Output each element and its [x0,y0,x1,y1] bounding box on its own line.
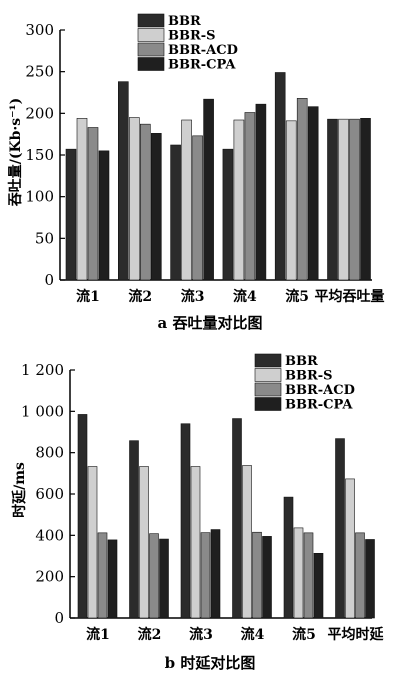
y-tick-label: 150 [25,146,54,164]
y-tick-label: 1 000 [21,402,64,420]
legend-swatch [137,42,165,57]
chart-caption: a 吞吐量对比图 [158,314,263,332]
bar-bbr [180,423,191,619]
bar-bbr [77,414,88,619]
bar-bbr [65,148,77,281]
bar-bbr-cpa [307,106,319,281]
throughput-chart: 吞吐量/(Kb·s⁻¹) a 吞吐量对比图 0 50 100 150 200 250 300… [8,13,385,332]
bar-bbr-cpa [159,538,169,619]
bar-bbr-s [345,478,355,619]
y-tick-label: 800 [35,444,64,462]
bar-bbr [232,418,242,619]
chart-caption: b 时延对比图 [165,654,256,672]
bar-bbr-acd [296,98,308,281]
legend-swatch [254,382,282,397]
y-tick-label: 0 [44,271,54,289]
bar-bbr [274,72,286,281]
y-tick-label: 200 [25,104,54,122]
bar-bbr-s [285,120,297,281]
x-tick-label: 流5 [292,626,316,643]
bar-bbr-cpa [151,133,162,281]
bar-bbr-cpa [255,103,267,281]
y-tick-label: 0 [54,609,64,627]
bar-bbr-cpa [313,553,324,619]
bar-bbr-s [76,118,88,281]
legend-label: BBR [168,14,201,29]
bar-bbr-s [129,117,140,281]
bar-bbr-cpa [107,539,118,619]
x-tick-label: 平均吞吐量 [315,288,385,305]
y-tick-label: 100 [25,188,54,206]
legend-swatch [254,397,282,411]
bar-bbr-s [233,119,245,281]
y-axis-label: 时延/ms [11,462,28,518]
legend-label: BBR-CPA [285,398,353,413]
legend-swatch [137,13,165,28]
bar-bbr-cpa [360,118,371,281]
x-tick-label: 流1 [76,288,100,305]
x-tick-label: 流2 [128,288,152,305]
x-tick-label: 流1 [86,626,110,643]
bar-bbr-acd [200,532,211,619]
bar-bbr-s [87,466,98,619]
y-tick-label: 600 [35,485,64,503]
bar-bbr-acd [355,532,365,619]
legend-label: BBR-CPA [168,58,236,73]
bar-bbr-acd [192,135,203,281]
y-tick-label: 1 200 [21,361,64,379]
y-tick-label: 400 [35,526,64,544]
bar-bbr-cpa [98,150,110,281]
bar-bbr [222,148,234,281]
legend-swatch [254,353,282,368]
bar-bbr-s [190,466,201,619]
x-tick-label: 流5 [285,288,309,305]
legend-label: BBR [285,354,318,369]
bar-bbr-cpa [210,529,221,619]
bar-bbr-acd [252,531,262,619]
legend-label: BBR-S [285,369,333,384]
y-axis-label: 吞吐量/(Kb·s⁻¹) [8,98,24,207]
x-tick-label: 流4 [241,626,265,643]
latency-chart: 时延/ms b 时延对比图 0 200 400 600 800 1 000 1 200 流1 流… [11,353,385,672]
legend-swatch [137,28,165,42]
bar-bbr-acd [303,532,314,619]
bar-bbr-acd [244,112,256,281]
legend-label: BBR-ACD [168,43,238,58]
bar-bbr-s [181,119,192,281]
bar-bbr-s [242,465,252,619]
bar-bbr [327,118,338,281]
bar-bbr-s [293,527,304,619]
legend-label: BBR-S [168,29,216,44]
bar-bbr-acd [149,533,159,619]
x-tick-label: 流3 [189,626,213,643]
y-tick-label: 50 [35,229,54,247]
legend-label: BBR-ACD [285,383,355,398]
bar-bbr-cpa [262,536,272,619]
x-tick-label: 平均时延 [328,626,385,643]
legend-swatch [137,57,165,71]
bar-bbr-acd [349,118,360,281]
bar-bbr-acd [140,123,151,281]
x-tick-label: 流4 [233,288,257,305]
y-tick-label: 300 [25,21,54,39]
y-tick-label: 200 [35,568,64,586]
bar-bbr-acd [87,127,99,281]
bar-bbr [335,438,345,619]
bar-bbr [170,144,181,281]
bar-bbr-s [338,118,349,281]
bar-bbr [118,81,129,281]
legend-swatch [254,368,282,382]
x-tick-label: 流3 [181,288,205,305]
bar-bbr-acd [97,532,108,619]
bar-bbr-cpa [365,539,375,619]
bar-bbr-s [139,466,149,619]
bar-bbr [283,496,294,619]
x-tick-label: 流2 [138,626,162,643]
bar-bbr [129,440,139,619]
bar-bbr-cpa [203,98,214,281]
y-tick-label: 250 [25,63,54,81]
